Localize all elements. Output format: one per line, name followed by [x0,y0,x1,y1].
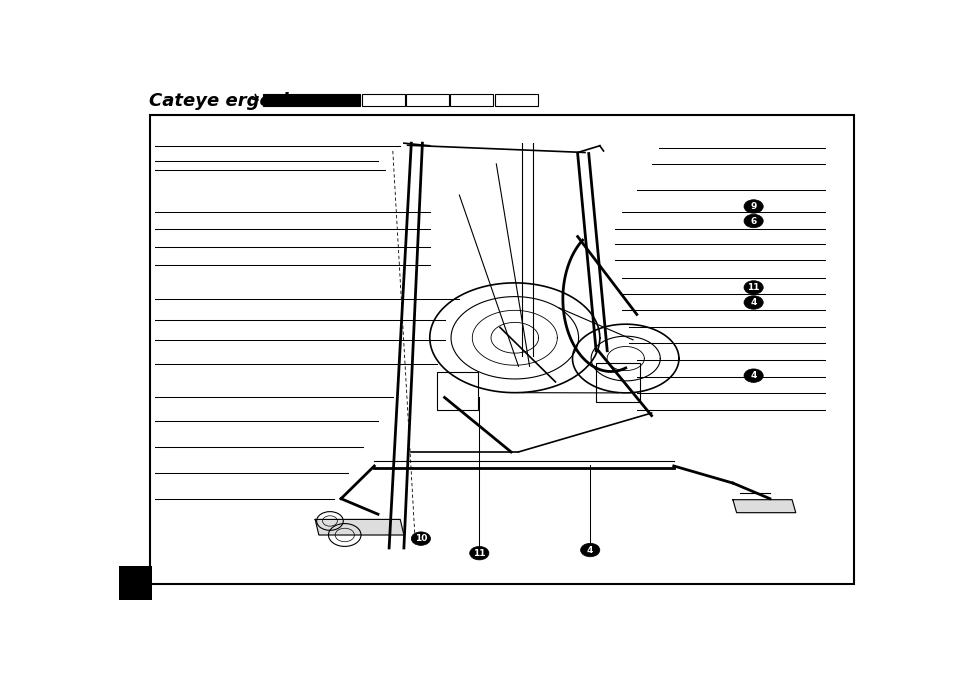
Bar [119,566,152,600]
Bar [406,94,449,106]
Circle shape [469,547,488,560]
Text: 10: 10 [415,534,427,543]
Polygon shape [732,499,795,513]
Text: Cateye ergociser: Cateye ergociser [149,92,320,110]
Text: 4: 4 [750,298,756,307]
Bar [361,94,404,106]
Bar [436,371,477,410]
Text: 11: 11 [746,283,760,292]
Circle shape [743,296,762,309]
Circle shape [411,532,430,545]
Bar [263,94,359,106]
Circle shape [743,280,762,294]
Text: 4: 4 [586,545,593,555]
Circle shape [743,214,762,228]
Circle shape [743,200,762,213]
Text: 9: 9 [750,202,756,211]
Text: 11: 11 [473,549,485,557]
Bar [495,94,537,106]
Bar [596,363,639,402]
Text: 4: 4 [750,371,756,380]
Polygon shape [314,520,403,535]
Circle shape [580,543,599,557]
Text: 6: 6 [750,216,756,226]
Bar [450,94,493,106]
Circle shape [743,369,762,382]
